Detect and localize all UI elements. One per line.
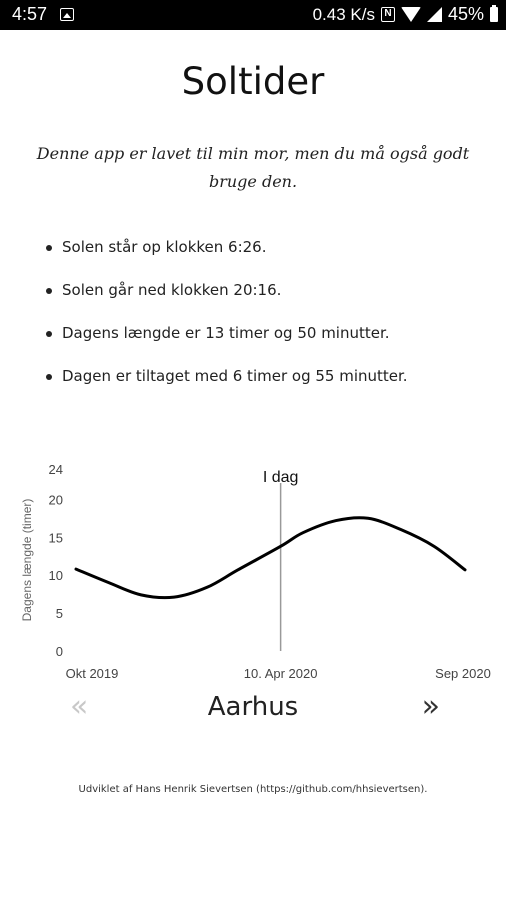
status-icons: 0.43 K/s N 45% [313, 4, 498, 25]
y-tick-label: 20 [49, 492, 63, 507]
gallery-icon [60, 8, 74, 21]
x-tick-label: 10. Apr 2020 [244, 666, 318, 681]
fact-day-increase: Dagen er tiltaget med 6 timer og 55 minu… [44, 367, 484, 410]
x-tick-label: Okt 2019 [66, 666, 119, 681]
fact-sunrise: Solen står op klokken 6:26. [44, 238, 484, 281]
today-marker-label: I dag [263, 469, 299, 486]
city-name: Aarhus [207, 692, 299, 722]
page-title: Soltider [181, 60, 325, 103]
next-city-button[interactable]: » [421, 689, 440, 724]
sun-facts-list: Solen står op klokken 6:26. Solen går ne… [44, 238, 484, 410]
y-tick-label: 0 [56, 644, 63, 659]
y-tick-label: 10 [49, 568, 63, 583]
network-speed: 0.43 K/s [312, 4, 375, 24]
clock: 4:57 [12, 4, 48, 24]
day-length-line [74, 516, 467, 600]
y-tick-label: 5 [56, 606, 63, 621]
fact-day-length: Dagens længde er 13 timer og 50 minutter… [44, 324, 484, 367]
page-subtitle: Denne app er lavet til min mor, men du m… [36, 144, 470, 191]
footer-credit: Udviklet af Hans Henrik Sievertsen (http… [78, 784, 428, 795]
wifi-icon [400, 7, 421, 22]
y-tick-label: 24 [49, 462, 63, 477]
x-tick-label: Sep 2020 [435, 666, 491, 681]
signal-icon [426, 7, 442, 22]
nfc-icon: N [380, 7, 395, 22]
fact-sunset: Solen går ned klokken 20:16. [44, 281, 484, 324]
y-axis-label: Dagens længde (timer) [20, 499, 34, 622]
y-tick-label: 15 [49, 530, 63, 545]
city-navigation: « Aarhus » [0, 690, 506, 730]
day-length-chart: Dagens længde (timer) 0 5 10 15 20 24 I dag Okt … [20, 462, 491, 681]
battery-icon [490, 5, 498, 22]
previous-city-button[interactable]: « [70, 689, 89, 724]
battery-percent: 45% [447, 4, 484, 24]
status-bar: 4:57 0.43 K/s N 45% [0, 0, 506, 30]
